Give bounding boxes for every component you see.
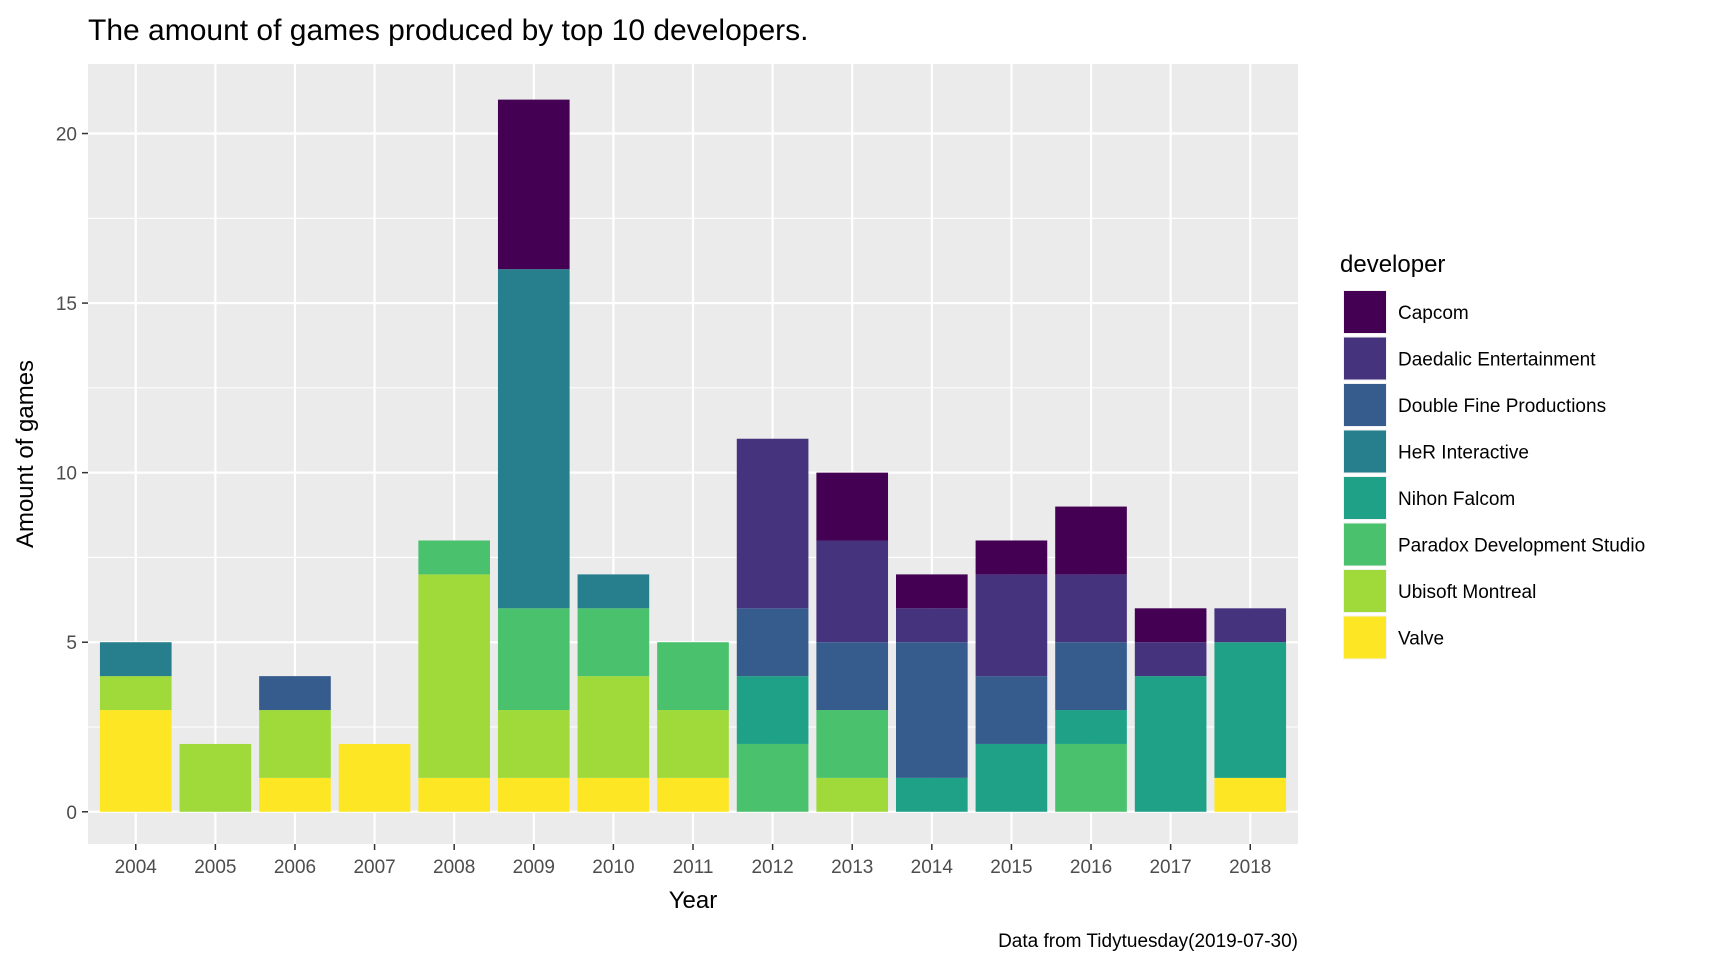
bar-segment: [577, 676, 650, 778]
legend-swatch: [1344, 616, 1386, 659]
x-tick-label: 2013: [831, 857, 873, 878]
x-tick-label: 2004: [115, 857, 158, 878]
bar-segment: [99, 710, 172, 812]
bar-segment: [895, 608, 968, 643]
bar-segment: [736, 743, 809, 812]
bar-segment: [736, 676, 809, 744]
y-axis-title: Amount of games: [12, 360, 39, 548]
bar-segment: [975, 574, 1048, 677]
x-tick-label: 2016: [1070, 857, 1112, 878]
bar-segment: [975, 743, 1048, 812]
bar-segment: [1214, 642, 1287, 778]
legend-label: Nihon Falcom: [1398, 489, 1515, 510]
x-tick-label: 2006: [274, 857, 316, 878]
bar-segment: [816, 777, 889, 812]
bar-segment: [99, 642, 172, 677]
bars: [99, 99, 1287, 812]
bar-segment: [736, 608, 809, 677]
x-tick-label: 2017: [1149, 857, 1191, 878]
legend-swatch: [1344, 337, 1386, 380]
legend-swatch: [1344, 570, 1386, 612]
legend-label: Capcom: [1398, 303, 1469, 324]
x-tick-label: 2011: [673, 857, 714, 878]
x-tick-label: 2007: [353, 857, 395, 878]
bar-segment: [338, 743, 411, 812]
chart-title: The amount of games produced by top 10 d…: [88, 14, 808, 47]
bar-segment: [1134, 676, 1207, 812]
y-tick-label: 10: [56, 464, 77, 485]
bar-segment: [1055, 710, 1127, 744]
bar-segment: [895, 642, 968, 778]
bar-segment: [975, 676, 1048, 744]
bar-segment: [895, 777, 968, 812]
bar-segment: [99, 676, 172, 711]
bar-segment: [736, 438, 809, 609]
bar-segment: [497, 710, 570, 778]
y-tick-label: 5: [66, 633, 77, 654]
bar-segment: [418, 574, 491, 778]
legend-swatch: [1344, 523, 1386, 566]
y-axis: 0 5 10 15 20: [56, 125, 88, 824]
x-tick-label: 2009: [513, 857, 555, 878]
legend-label: Double Fine Productions: [1398, 396, 1606, 417]
bar-segment: [1055, 642, 1127, 711]
bar-segment: [497, 608, 570, 711]
x-tick-label: 2014: [911, 857, 954, 878]
bar-segment: [975, 540, 1048, 575]
bar-segment: [418, 540, 491, 575]
legend-label: Paradox Development Studio: [1398, 536, 1645, 557]
bar-segment: [1055, 574, 1127, 643]
legend-title: developer: [1340, 251, 1445, 278]
y-tick-label: 15: [56, 294, 77, 315]
legend-swatch: [1344, 291, 1386, 333]
bar-segment: [816, 642, 889, 711]
bar-segment: [418, 777, 491, 812]
bar-segment: [179, 743, 252, 812]
legend-label: Ubisoft Montreal: [1398, 582, 1536, 603]
bar-segment: [497, 777, 570, 812]
x-tick-label: 2008: [433, 857, 475, 878]
bar-segment: [1134, 608, 1207, 643]
bar-segment: [895, 574, 968, 609]
bar-segment: [657, 710, 729, 778]
x-tick-label: 2010: [592, 857, 634, 878]
bar-segment: [259, 676, 331, 711]
bar-segment: [1055, 506, 1127, 575]
bar-segment: [816, 540, 889, 643]
legend-swatch: [1344, 384, 1386, 426]
bar-segment: [816, 710, 889, 778]
legend-label: Valve: [1398, 629, 1444, 650]
bar-segment: [577, 608, 650, 677]
legend-label: Daedalic Entertainment: [1398, 350, 1596, 371]
legend-swatch: [1344, 430, 1386, 473]
bar-segment: [1134, 642, 1207, 677]
caption: Data from Tidytuesday(2019-07-30): [998, 931, 1298, 952]
bar-segment: [577, 574, 650, 609]
bar-segment: [577, 777, 650, 812]
x-tick-label: 2018: [1229, 857, 1271, 878]
x-tick-label: 2005: [194, 857, 236, 878]
legend-swatch: [1344, 477, 1386, 519]
bar-segment: [497, 99, 570, 270]
bar-segment: [1055, 743, 1127, 812]
bar-segment: [657, 642, 729, 711]
x-tick-label: 2012: [751, 857, 793, 878]
bar-segment: [259, 710, 331, 778]
legend-label: HeR Interactive: [1398, 443, 1529, 464]
x-axis: 2004 2005 2006 2007 2008 2009 2010 2011 2012 2013…: [115, 844, 1271, 878]
bar-segment: [1214, 608, 1287, 643]
legend: developer Capcom Daedalic Entertainment Do…: [1340, 251, 1645, 660]
x-axis-title: Year: [669, 887, 718, 914]
y-tick-label: 20: [56, 125, 77, 146]
y-tick-label: 0: [66, 803, 77, 824]
bar-segment: [1214, 777, 1287, 812]
bar-segment: [497, 269, 570, 609]
x-tick-label: 2015: [990, 857, 1032, 878]
bar-segment: [259, 777, 331, 812]
bar-segment: [657, 777, 729, 812]
bar-segment: [816, 472, 889, 541]
